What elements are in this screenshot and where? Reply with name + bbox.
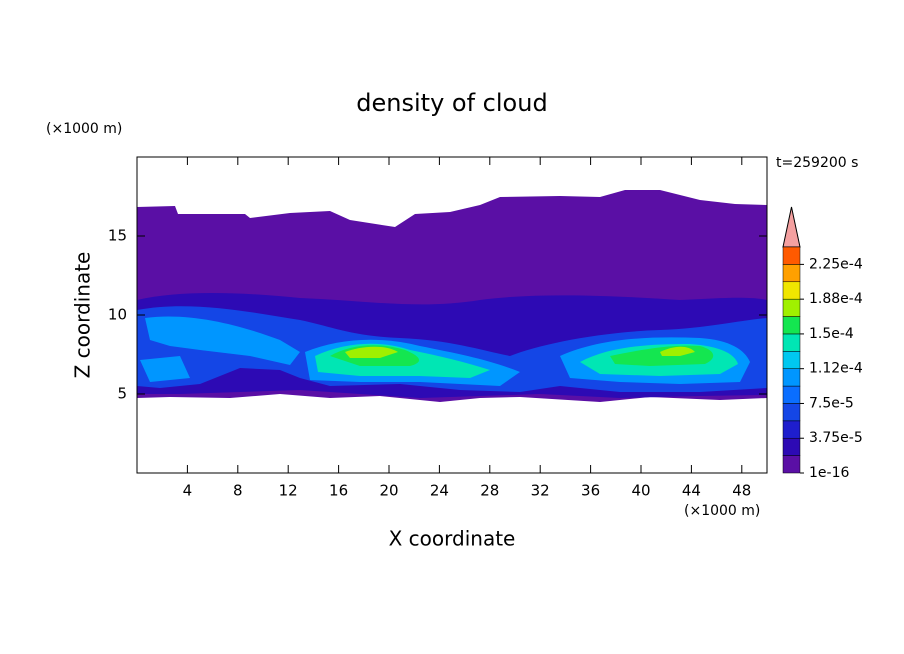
cloud-region	[330, 345, 714, 366]
y-unit: (×1000 m)	[46, 121, 122, 137]
x-tick-label: 28	[480, 482, 499, 500]
colorbar-label: 7.5e-5	[809, 395, 854, 411]
x-tick-label: 36	[581, 482, 600, 500]
colorbar-swatch	[782, 455, 801, 474]
x-tick-label: 20	[379, 482, 398, 500]
chart-title: density of cloud	[356, 89, 547, 117]
x-tick-label: 48	[732, 482, 751, 500]
x-tick-label: 44	[682, 482, 701, 500]
colorbar-label: 1.5e-4	[809, 326, 854, 342]
x-tick-label: 12	[279, 482, 298, 500]
x-tick-label: 40	[631, 482, 650, 500]
cloud-region	[345, 346, 695, 358]
y-tick-label: 10	[108, 306, 127, 324]
y-tick-label: 15	[108, 227, 127, 245]
colorbar-swatch	[782, 298, 801, 317]
colorbar-label: 3.75e-5	[809, 430, 863, 446]
time-annotation: t=259200 s	[776, 155, 858, 171]
contour-field	[137, 190, 767, 402]
colorbar-swatch	[782, 333, 801, 352]
colorbar-swatch	[782, 385, 801, 404]
x-axis-label: X coordinate	[389, 527, 516, 551]
colorbar-label: 2.25e-4	[809, 256, 863, 272]
colorbar-swatch	[782, 351, 801, 369]
colorbar-swatch	[782, 437, 801, 456]
y-tick-label: 5	[117, 385, 127, 403]
x-unit: (×1000 m)	[684, 503, 760, 519]
colorbar-swatch	[782, 246, 801, 265]
colorbar-swatch	[782, 264, 801, 283]
x-tick-label: 24	[430, 482, 449, 500]
colorbar-swatch	[782, 403, 801, 422]
colorbar-swatch	[782, 420, 801, 439]
x-tick-label: 32	[531, 482, 550, 500]
colorbar-label: 1.12e-4	[809, 361, 863, 377]
colorbar-extension	[782, 206, 801, 248]
colorbar-swatch	[782, 281, 801, 300]
colorbar-label: 1e-16	[809, 465, 849, 481]
colorbar-label: 1.88e-4	[809, 291, 863, 307]
colorbar-swatch	[782, 368, 801, 387]
x-tick-label: 16	[329, 482, 348, 500]
x-tick-label: 4	[183, 482, 193, 500]
colorbar-swatch	[782, 316, 801, 335]
y-axis-label: Z coordinate	[71, 252, 95, 379]
x-tick-label: 8	[233, 482, 243, 500]
